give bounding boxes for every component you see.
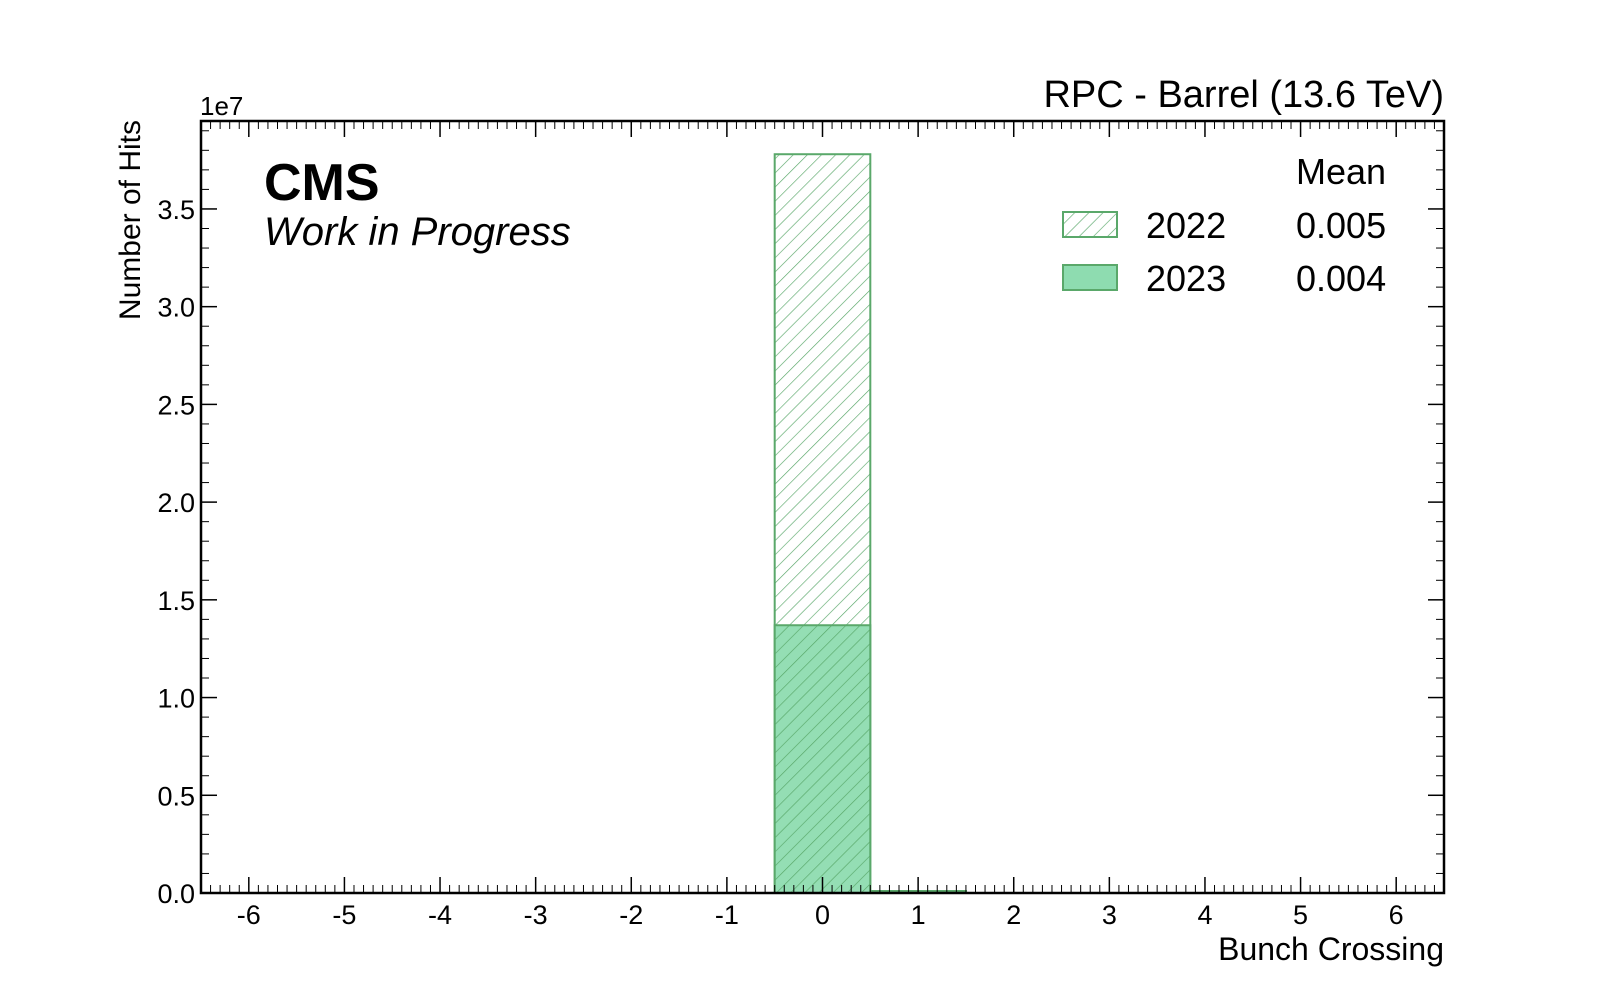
- x-tick-label: 5: [1293, 900, 1308, 930]
- y-tick-label: 0.5: [157, 781, 195, 811]
- legend-label-2023: 2023: [1146, 258, 1226, 299]
- x-tick-label: 0: [815, 900, 830, 930]
- x-axis-label: Bunch Crossing: [1218, 931, 1444, 967]
- y-tick-label: 2.0: [157, 488, 195, 518]
- legend-header: Mean: [1296, 151, 1386, 192]
- cms-label: CMS: [264, 154, 380, 212]
- x-tick-label: 6: [1389, 900, 1404, 930]
- y-tick-label: 3.5: [157, 195, 195, 225]
- status-label: Work in Progress: [264, 210, 571, 254]
- y-multiplier-label: 1e7: [200, 91, 243, 121]
- y-tick-label: 3.0: [157, 293, 195, 323]
- legend: Mean 2022 0.005 2023 0.004: [1062, 151, 1386, 299]
- x-tick-label: -5: [332, 900, 356, 930]
- bar-hatch-overlay-bin-0: [774, 625, 871, 893]
- legend-mean-2022: 0.005: [1296, 205, 1386, 246]
- y-tick-label: 0.0: [157, 879, 195, 909]
- x-tick-label: 2: [1006, 900, 1021, 930]
- legend-swatch-2023: [1062, 264, 1118, 291]
- legend-swatch-2022: [1062, 211, 1118, 238]
- header-right-label: RPC - Barrel (13.6 TeV): [1043, 74, 1444, 116]
- x-tick-label: 4: [1197, 900, 1212, 930]
- x-tick-label: -3: [524, 900, 548, 930]
- legend-mean-2023: 0.004: [1296, 258, 1386, 299]
- x-tick-label: -2: [619, 900, 643, 930]
- legend-label-2022: 2022: [1146, 205, 1226, 246]
- x-tick-label: 1: [911, 900, 926, 930]
- histogram-bars: [773, 153, 967, 895]
- y-tick-label: 2.5: [157, 390, 195, 420]
- y-tick-label: 1.0: [157, 684, 195, 714]
- x-tick-label: -1: [715, 900, 739, 930]
- x-tick-label: -6: [237, 900, 261, 930]
- y-axis-label: Number of Hits: [114, 120, 147, 320]
- x-tick-label: 3: [1102, 900, 1117, 930]
- axis-ticks: -6 -5 -4 -3 -2 -1 0 1 2 3 4 5 6 0.0 0.5 1.0 1.5 2.0 2.5 3.0…: [157, 121, 1444, 930]
- x-tick-label: -4: [428, 900, 452, 930]
- y-tick-label: 1.5: [157, 586, 195, 616]
